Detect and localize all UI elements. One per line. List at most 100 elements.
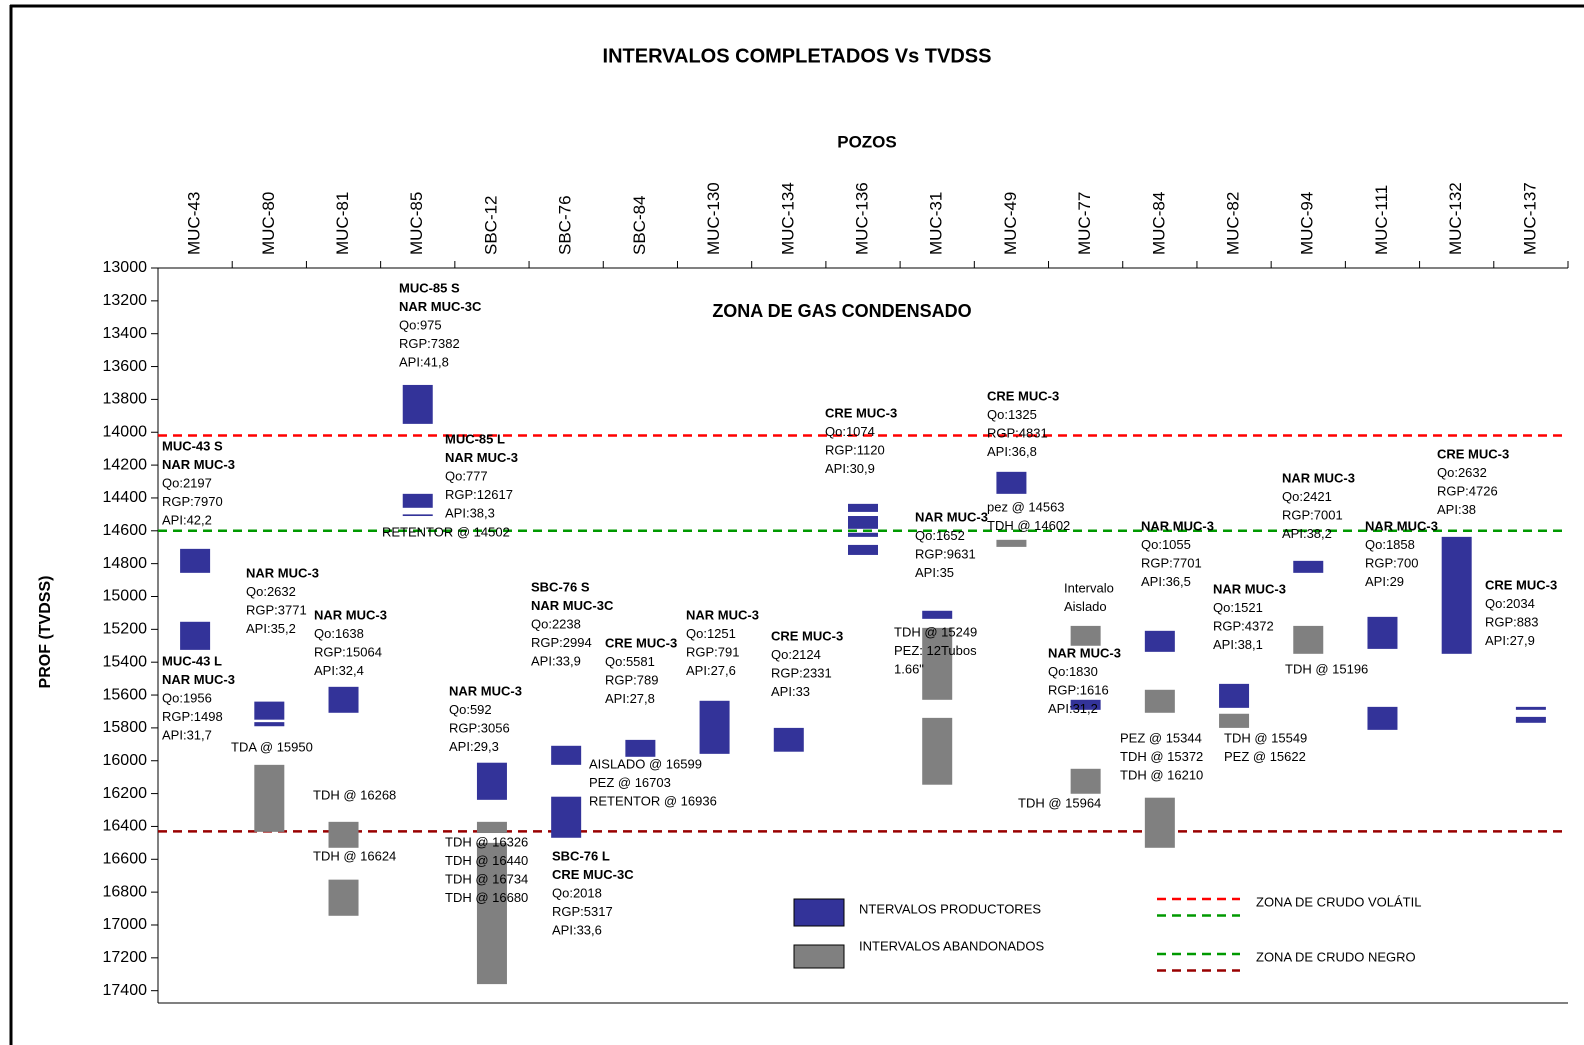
annotation-title: NAR MUC-3 [1048, 645, 1121, 660]
interval-bar [848, 532, 878, 537]
annotation-text: API:27,8 [605, 691, 655, 706]
annotation-title: CRE MUC-3 [987, 388, 1059, 403]
interval-bar [848, 544, 878, 555]
annotation-title: MUC-85 L [445, 431, 505, 446]
y-tick-label: 13000 [103, 259, 148, 276]
legend-swatch [793, 944, 845, 969]
y-tick-label: 15600 [103, 686, 148, 703]
annotation-text: API:36,5 [1141, 574, 1191, 589]
annotation-text: 1.66" [894, 661, 924, 676]
x-tick-label: MUC-130 [704, 182, 723, 255]
y-tick-label: 16400 [103, 818, 148, 835]
annotation-text: PEZ: 12Tubos [894, 643, 977, 658]
annotation-title: CRE MUC-3 [825, 405, 897, 420]
interval-bar [1367, 706, 1398, 730]
annotation-text: RGP:3771 [246, 602, 307, 617]
y-tick-label: 16600 [103, 851, 148, 868]
interval-bar [1144, 797, 1175, 848]
annotation-title: NAR MUC-3 [449, 683, 522, 698]
annotation-text: Qo:1638 [314, 626, 364, 641]
annotation-title: NAR MUC-3C [399, 299, 482, 314]
x-tick-label: MUC-134 [778, 182, 797, 255]
zone-label: ZONA DE GAS CONDENSADO [712, 301, 971, 321]
annotation-title: NAR MUC-3 [246, 565, 319, 580]
annotation-text: Qo:1074 [825, 424, 875, 439]
y-tick-label: 14000 [103, 423, 148, 440]
annotation-text: PEZ @ 15344 [1120, 730, 1202, 745]
interval-bar [848, 516, 878, 529]
y-tick-label: 13600 [103, 358, 148, 375]
interval-bar [773, 727, 804, 752]
y-tick-label: 15200 [103, 621, 148, 638]
annotation-title: CRE MUC-3C [552, 867, 634, 882]
annotation-title: NAR MUC-3 [1141, 518, 1214, 533]
y-tick-label: 13400 [103, 325, 148, 342]
x-tick-label: MUC-43 [185, 192, 204, 255]
annotation-title: CRE MUC-3 [1485, 577, 1557, 592]
annotation-text: API:38,1 [1213, 637, 1263, 652]
x-tick-label: MUC-132 [1446, 182, 1465, 255]
interval-bar [1070, 768, 1101, 794]
annotation-title: SBC-76 L [552, 848, 610, 863]
interval-bar [922, 717, 953, 785]
y-tick-label: 14600 [103, 522, 148, 539]
interval-bar [1367, 616, 1398, 649]
x-tick-label: MUC-84 [1149, 192, 1168, 255]
annotation-text: RGP:7701 [1141, 555, 1202, 570]
x-tick-label: MUC-31 [927, 192, 946, 255]
annotation-text: RGP:883 [1485, 614, 1538, 629]
annotation-title: CRE MUC-3 [1437, 446, 1509, 461]
annotation-title: NAR MUC-3 [1213, 581, 1286, 596]
annotation-text: API:30,9 [825, 461, 875, 476]
interval-bar [402, 514, 433, 517]
annotation-text: Qo:2238 [531, 616, 581, 631]
y-tick-label: 14400 [103, 489, 148, 506]
interval-bar [476, 762, 507, 800]
annotation-text: Qo:592 [449, 702, 492, 717]
annotation-title: NAR MUC-3 [162, 457, 235, 472]
annotation-text: TDH @ 16680 [445, 890, 528, 905]
annotation-text: PEZ @ 16703 [589, 775, 671, 790]
interval-bar [1144, 689, 1175, 713]
annotation-text: Qo:5581 [605, 654, 655, 669]
interval-bar [1219, 683, 1250, 708]
y-axis-label: PROF (TVDSS) [37, 576, 54, 689]
interval-bar [922, 627, 953, 700]
annotation-text: Intervalo [1064, 580, 1114, 595]
annotation-text: RGP:1616 [1048, 682, 1109, 697]
annotation-title: NAR MUC-3 [162, 672, 235, 687]
x-tick-label: SBC-76 [556, 195, 575, 255]
annotation-text: API:29 [1365, 574, 1404, 589]
annotation-text: API:31,2 [1048, 701, 1098, 716]
annotation-text: API:38,2 [1282, 526, 1332, 541]
annotation-text: API:31,7 [162, 727, 212, 742]
annotation-text: PEZ @ 15622 [1224, 749, 1306, 764]
annotation-text: Qo:1956 [162, 690, 212, 705]
interval-bar [180, 548, 211, 573]
annotation-text: Aislado [1064, 599, 1107, 614]
annotation-title: NAR MUC-3 [915, 509, 988, 524]
annotation-text: API:27,9 [1485, 633, 1535, 648]
annotation-text: API:33,6 [552, 922, 602, 937]
interval-bar [476, 821, 507, 834]
interval-bar [254, 722, 285, 727]
annotation-text: API:38 [1437, 502, 1476, 517]
annotation-text: API:27,6 [686, 663, 736, 678]
annotation-text: API:33 [771, 684, 810, 699]
annotation-text: AISLADO @ 16599 [589, 756, 702, 771]
annotation-text: pez @ 14563 [987, 499, 1065, 514]
annotation-text: RGP:9631 [915, 546, 976, 561]
annotation-title: NAR MUC-3 [445, 450, 518, 465]
x-tick-label: SBC-84 [630, 195, 649, 255]
annotation-text: RGP:15064 [314, 644, 382, 659]
annotation-text: Qo:1830 [1048, 664, 1098, 679]
interval-bar [1144, 630, 1175, 652]
y-tick-label: 13200 [103, 292, 148, 309]
annotation-text: Qo:777 [445, 468, 488, 483]
y-tick-label: 14800 [103, 555, 148, 572]
annotation-text: API:33,9 [531, 653, 581, 668]
interval-bar [625, 739, 656, 757]
interval-bar [1070, 625, 1101, 646]
